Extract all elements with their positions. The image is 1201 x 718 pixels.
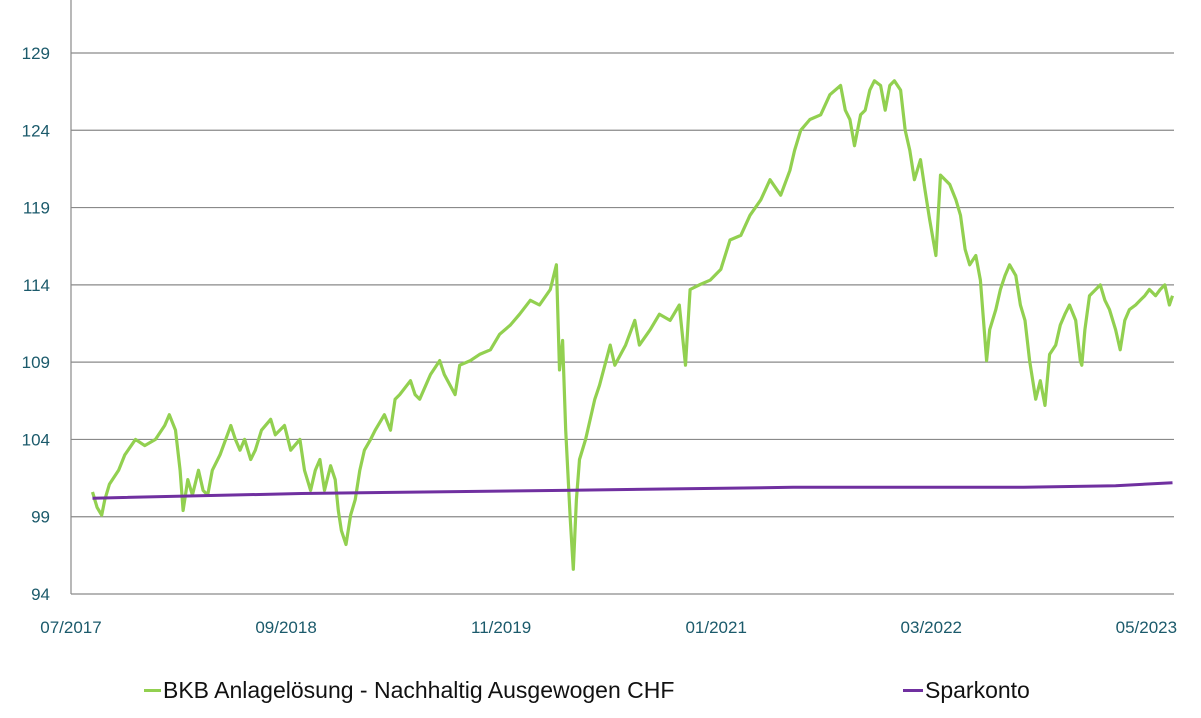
y-tick-label: 99 — [31, 508, 50, 527]
x-tick-label: 09/2018 — [255, 618, 316, 637]
legend-item-bkb: BKB Anlagelösung - Nachhaltig Ausgewogen… — [144, 674, 674, 706]
y-tick-label: 109 — [22, 353, 50, 372]
series-line-sparkonto — [92, 481, 1173, 500]
x-tick-label: 01/2021 — [685, 618, 746, 637]
x-tick-label: 05/2023 — [1116, 618, 1177, 637]
x-tick-label: 11/2019 — [471, 618, 531, 637]
legend-label-bkb: BKB Anlagelösung - Nachhaltig Ausgewogen… — [163, 676, 675, 703]
x-tick-label: 07/2017 — [40, 618, 101, 637]
series-line-bkb — [90, 79, 1175, 571]
y-tick-label: 104 — [22, 430, 50, 449]
x-tick-label: 03/2022 — [901, 618, 962, 637]
legend-label-sparkonto: Sparkonto — [925, 676, 1030, 703]
y-tick-label: 129 — [22, 44, 50, 63]
y-tick-label: 114 — [23, 276, 50, 295]
y-tick-label: 94 — [31, 585, 50, 604]
y-tick-label: 124 — [22, 121, 50, 140]
legend-item-sparkonto: Sparkonto — [903, 674, 1030, 706]
legend-marker-sparkonto — [903, 688, 923, 692]
legend-marker-bkb — [144, 688, 161, 692]
y-tick-label: 119 — [23, 199, 50, 218]
